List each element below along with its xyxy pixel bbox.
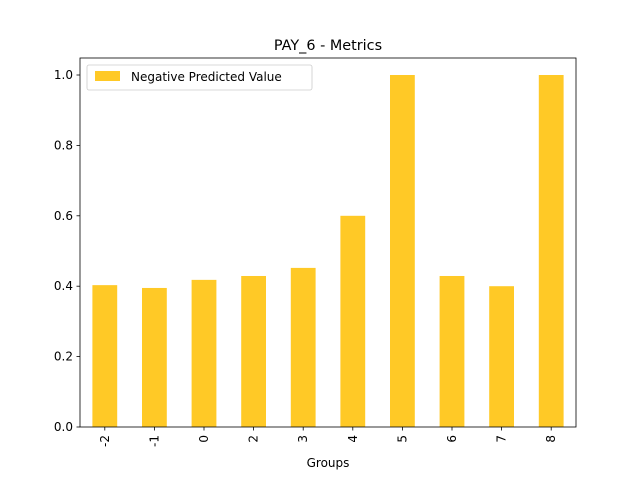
- bar: [390, 75, 415, 427]
- bar: [241, 275, 266, 427]
- bars: [92, 75, 564, 427]
- legend-frame: [86, 64, 313, 91]
- legend: Negative Predicted Value: [86, 64, 313, 91]
- chart-title: PAY_6 - Metrics: [274, 38, 382, 54]
- bar: [142, 287, 167, 427]
- legend-label: Negative Predicted Value: [131, 70, 282, 84]
- y-tick-label: 1.0: [54, 68, 73, 82]
- y-tick-label: 0.0: [54, 420, 73, 434]
- x-tick-label: 5: [395, 435, 409, 443]
- y-tick-label: 0.6: [54, 209, 73, 223]
- x-tick-label: 6: [445, 435, 459, 443]
- x-tick-label: 0: [197, 435, 211, 443]
- x-axis: -2 -1 0 2 3 4 5 6 7 8: [98, 427, 558, 447]
- legend-swatch: [95, 71, 120, 81]
- bar: [489, 286, 514, 427]
- x-tick-label: 8: [544, 435, 558, 443]
- bar: [538, 75, 564, 427]
- y-axis: 0.0 0.2 0.4 0.6 0.8 1.0: [54, 68, 80, 434]
- x-axis-label: Groups: [307, 456, 350, 470]
- bar: [340, 215, 366, 427]
- x-tick-label: 3: [296, 435, 310, 443]
- y-tick-label: 0.4: [54, 279, 73, 293]
- x-tick-label: 2: [247, 435, 261, 443]
- y-tick-label: 0.2: [54, 350, 73, 364]
- x-tick-label: -2: [98, 435, 112, 447]
- y-tick-label: 0.8: [54, 138, 73, 152]
- x-tick-label: 4: [346, 435, 360, 443]
- x-tick-label: -1: [147, 435, 161, 447]
- bar: [290, 267, 316, 427]
- bar: [439, 275, 465, 427]
- x-tick-label: 7: [495, 435, 509, 443]
- plot-frame: [79, 57, 577, 428]
- bar: [92, 285, 118, 427]
- bar: [191, 279, 217, 427]
